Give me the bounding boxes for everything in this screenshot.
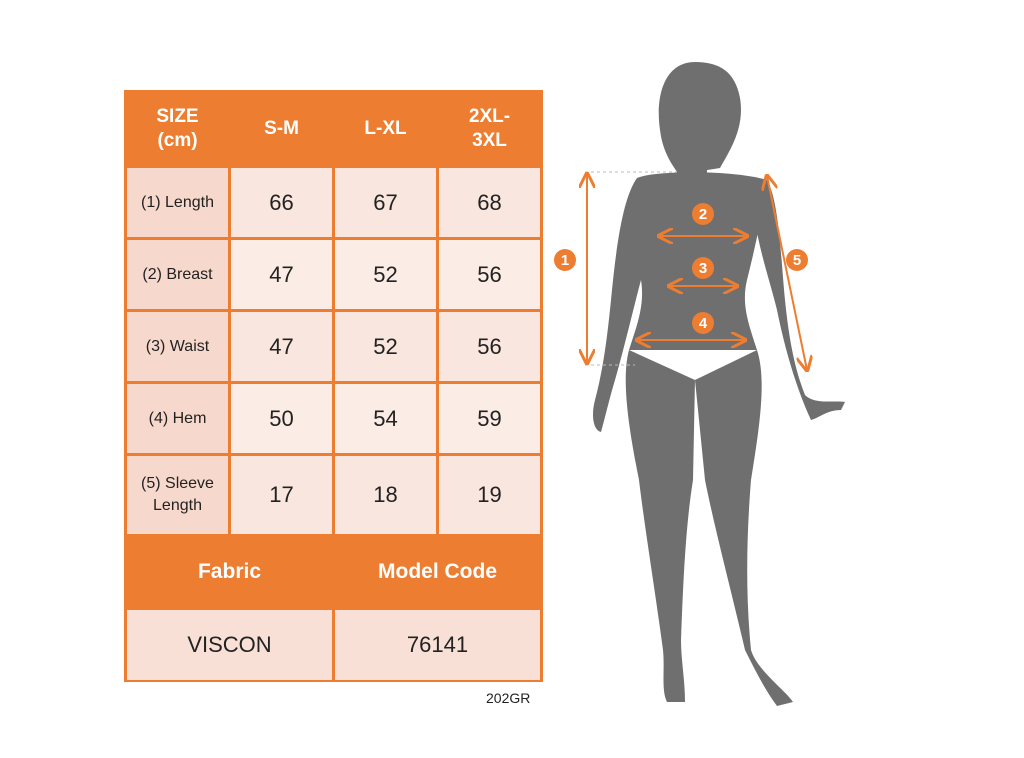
sleeve-arrow bbox=[767, 176, 807, 370]
cell-sleeve-l-xl: 18 bbox=[335, 456, 436, 534]
fabric-label: Fabric bbox=[127, 537, 332, 607]
left-leg-shape bbox=[625, 350, 695, 702]
table-row: (5) Sleeve Length 17 18 19 bbox=[127, 456, 540, 534]
body-measurement-figure: 1 2 3 4 5 bbox=[554, 62, 845, 706]
row-label-length: (1) Length bbox=[127, 168, 228, 237]
header-size: SIZE (cm) bbox=[127, 93, 228, 165]
left-arm-shape bbox=[593, 178, 641, 432]
row-label-sleeve-length: (5) Sleeve Length bbox=[127, 456, 228, 534]
right-arm-shape bbox=[755, 180, 845, 420]
cell-hem-2xl-3xl: 59 bbox=[439, 384, 540, 453]
fabric-value: VISCON bbox=[127, 610, 332, 680]
marker-5: 5 bbox=[786, 249, 808, 271]
marker-3: 3 bbox=[692, 257, 714, 279]
size-table: SIZE (cm) S-M L-XL 2XL- 3XL (1) Length 6… bbox=[124, 90, 543, 683]
right-leg-shape bbox=[695, 350, 793, 706]
marker-5-label: 5 bbox=[793, 252, 801, 269]
cell-length-l-xl: 67 bbox=[335, 168, 436, 237]
header-2xl-3xl: 2XL- 3XL bbox=[439, 93, 540, 165]
cell-length-2xl-3xl: 68 bbox=[439, 168, 540, 237]
cell-length-s-m: 66 bbox=[231, 168, 332, 237]
cell-waist-l-xl: 52 bbox=[335, 312, 436, 381]
fabric-value-row: VISCON 76141 bbox=[127, 610, 540, 680]
marker-3-label: 3 bbox=[699, 260, 707, 277]
header-s-m: S-M bbox=[231, 93, 332, 165]
row-label-hem: (4) Hem bbox=[127, 384, 228, 453]
cell-sleeve-2xl-3xl: 19 bbox=[439, 456, 540, 534]
cell-breast-s-m: 47 bbox=[231, 240, 332, 309]
fabric-header-row: Fabric Model Code bbox=[127, 537, 540, 607]
cell-sleeve-s-m: 17 bbox=[231, 456, 332, 534]
cell-waist-s-m: 47 bbox=[231, 312, 332, 381]
table-row: (2) Breast 47 52 56 bbox=[127, 240, 540, 309]
silhouette bbox=[593, 62, 845, 706]
size-chart: SIZE (cm) S-M L-XL 2XL- 3XL (1) Length 6… bbox=[124, 90, 543, 682]
cell-breast-l-xl: 52 bbox=[335, 240, 436, 309]
model-code-value: 76141 bbox=[335, 610, 540, 680]
marker-2: 2 bbox=[692, 203, 714, 225]
table-row: (1) Length 66 67 68 bbox=[127, 168, 540, 237]
marker-4: 4 bbox=[692, 312, 714, 334]
marker-2-label: 2 bbox=[699, 206, 707, 223]
marker-1: 1 bbox=[554, 249, 576, 271]
cell-breast-2xl-3xl: 56 bbox=[439, 240, 540, 309]
row-label-waist: (3) Waist bbox=[127, 312, 228, 381]
header-l-xl: L-XL bbox=[335, 93, 436, 165]
head-shape bbox=[658, 62, 741, 172]
table-row: (4) Hem 50 54 59 bbox=[127, 384, 540, 453]
model-code-label: Model Code bbox=[335, 537, 540, 607]
cell-waist-2xl-3xl: 56 bbox=[439, 312, 540, 381]
cell-hem-l-xl: 54 bbox=[335, 384, 436, 453]
marker-1-label: 1 bbox=[561, 252, 569, 269]
header-row: SIZE (cm) S-M L-XL 2XL- 3XL bbox=[127, 93, 540, 165]
product-code-note: 202GR bbox=[486, 690, 531, 706]
cell-hem-s-m: 50 bbox=[231, 384, 332, 453]
table-row: (3) Waist 47 52 56 bbox=[127, 312, 540, 381]
marker-4-label: 4 bbox=[699, 315, 708, 332]
row-label-breast: (2) Breast bbox=[127, 240, 228, 309]
